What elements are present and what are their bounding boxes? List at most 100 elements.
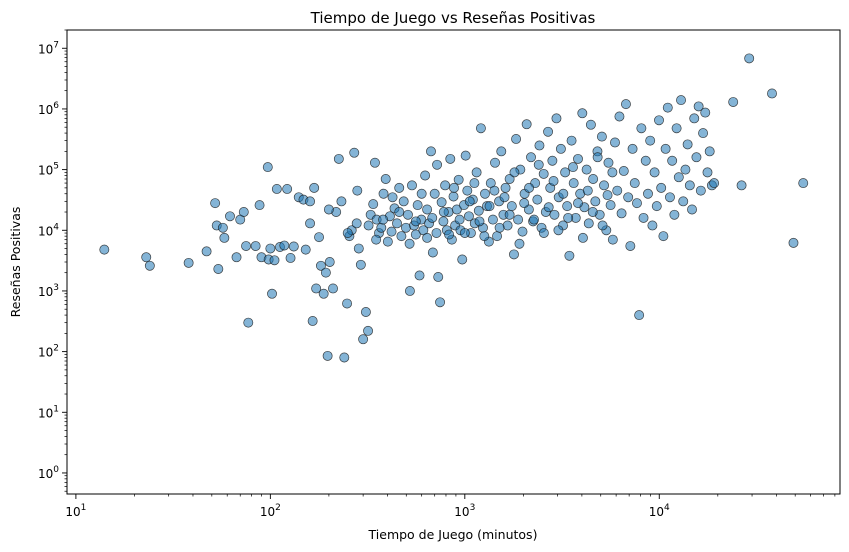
data-point <box>305 196 315 207</box>
data-point <box>403 209 413 220</box>
data-point <box>640 155 651 166</box>
data-point <box>496 146 507 157</box>
data-point <box>394 207 405 217</box>
data-point <box>241 241 252 251</box>
data-point <box>678 196 689 207</box>
data-point <box>475 123 486 134</box>
data-point <box>368 199 379 210</box>
data-point <box>484 201 495 212</box>
data-point <box>414 270 425 281</box>
data-point <box>480 188 490 199</box>
data-point <box>360 307 371 317</box>
data-point <box>643 188 653 199</box>
data-point <box>445 153 456 164</box>
data-point <box>398 196 409 207</box>
data-point <box>378 214 389 225</box>
data-point <box>282 183 293 194</box>
data-point <box>440 180 451 191</box>
data-point <box>568 162 578 173</box>
data-point <box>378 188 389 199</box>
data-point <box>621 99 631 110</box>
tick-label: 105 <box>38 162 59 178</box>
data-point <box>568 178 579 189</box>
data-point <box>563 212 574 223</box>
data-point <box>438 207 449 217</box>
data-point <box>262 162 273 173</box>
data-point <box>336 196 347 207</box>
data-point <box>454 214 465 225</box>
data-point <box>349 147 360 158</box>
data-point <box>689 113 700 124</box>
data-point <box>429 188 440 199</box>
data-point <box>353 243 364 254</box>
chart-title: Tiempo de Juego vs Reseñas Positivas <box>310 9 596 27</box>
data-point <box>519 198 530 209</box>
data-point <box>355 259 366 270</box>
data-point <box>473 205 484 216</box>
data-point <box>269 255 280 266</box>
data-point <box>320 267 331 278</box>
data-point <box>625 241 636 251</box>
data-point <box>736 180 747 191</box>
data-point <box>300 244 311 255</box>
data-point <box>492 231 503 242</box>
data-point <box>511 134 522 144</box>
data-point <box>426 146 436 157</box>
data-point <box>333 153 344 164</box>
data-point <box>687 204 697 215</box>
data-point <box>464 196 475 207</box>
data-point <box>339 352 350 363</box>
data-point <box>585 119 596 130</box>
data-point <box>444 229 455 240</box>
data-point <box>448 191 459 202</box>
data-point <box>612 185 623 196</box>
data-point <box>463 211 474 222</box>
data-point <box>558 188 569 199</box>
data-point <box>431 228 442 238</box>
data-point <box>254 200 265 211</box>
data-point <box>605 200 616 211</box>
data-point <box>231 252 242 263</box>
tick-label: 102 <box>38 344 59 360</box>
data-point <box>432 159 443 170</box>
data-point <box>691 152 702 163</box>
data-point <box>288 241 299 252</box>
data-point <box>99 244 110 255</box>
data-point <box>436 197 447 208</box>
data-point <box>573 153 583 164</box>
data-point <box>560 167 571 178</box>
data-point <box>597 220 608 231</box>
data-point <box>602 190 613 201</box>
data-point <box>509 167 520 178</box>
data-point <box>509 249 519 260</box>
data-point <box>549 209 560 220</box>
data-point <box>271 183 282 194</box>
data-point <box>500 182 511 193</box>
data-point <box>225 211 235 222</box>
data-point <box>538 228 549 238</box>
y-axis-title: Reseñas Positivas <box>8 207 23 318</box>
data-point <box>265 243 276 254</box>
data-point <box>471 167 482 178</box>
data-point <box>665 192 675 203</box>
data-point <box>311 283 322 294</box>
data-point <box>449 182 459 193</box>
data-point <box>599 180 609 191</box>
data-point <box>649 167 660 178</box>
data-point <box>387 192 398 203</box>
tick-label: 104 <box>649 503 670 519</box>
data-point <box>342 298 353 309</box>
data-point <box>671 123 682 134</box>
data-point <box>363 220 374 231</box>
data-point <box>217 222 228 233</box>
data-point <box>322 350 333 361</box>
data-point <box>250 241 261 251</box>
data-point <box>305 218 315 229</box>
tick-label: 101 <box>38 404 59 420</box>
data-point <box>201 246 212 257</box>
data-point <box>386 226 397 237</box>
data-point <box>438 216 449 227</box>
data-point <box>645 135 656 146</box>
tick-label: 103 <box>454 503 475 519</box>
